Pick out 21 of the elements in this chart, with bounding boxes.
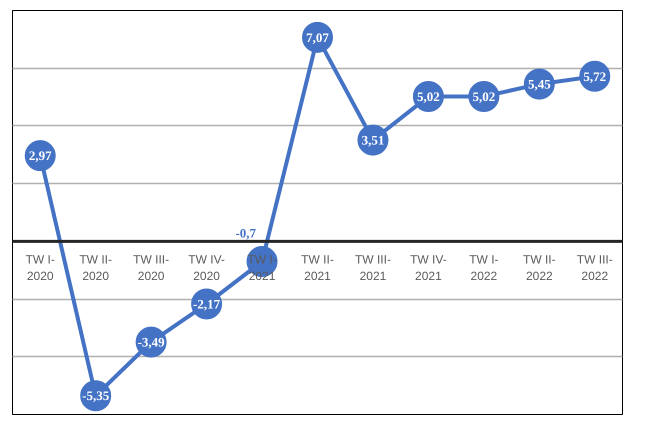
x-tick-label: TW III-2021: [354, 252, 391, 284]
x-tick-label: TW II-2020: [79, 252, 112, 284]
data-label: 5,02: [472, 88, 496, 104]
x-tick-label: TW III-2022: [576, 252, 613, 284]
data-label: -5,35: [82, 388, 110, 404]
data-label: 5,72: [583, 68, 606, 84]
x-tick-label: TW IV-2020: [188, 252, 225, 284]
data-label: 3,51: [362, 132, 384, 148]
data-label: 5,02: [417, 88, 440, 104]
data-label: 7,07: [306, 30, 330, 45]
x-tick-label: TW IV-2021: [410, 252, 447, 284]
x-tick-label: TW II-2022: [522, 252, 556, 284]
data-label: 2,97: [28, 148, 52, 164]
x-tick-label: TW I-2020: [26, 252, 55, 284]
data-label: -3,49: [138, 334, 166, 350]
data-label: -2,17: [193, 296, 221, 312]
data-label: -0,7: [235, 225, 257, 240]
x-tick-label: TW III-2020: [133, 252, 170, 284]
data-label: 5,45: [528, 76, 552, 92]
x-tick-label: TW II-2021: [301, 252, 334, 284]
x-tick-label: TW I-2022: [469, 252, 499, 284]
